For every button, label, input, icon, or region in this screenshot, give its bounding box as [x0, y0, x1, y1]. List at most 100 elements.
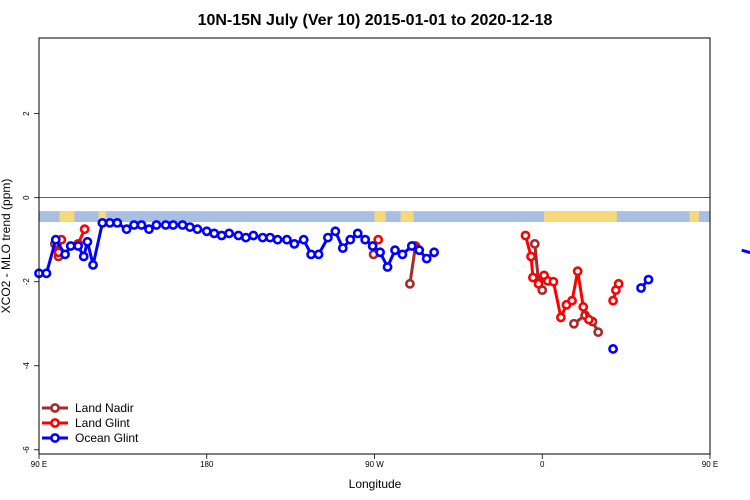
- ocean-glint-point: [367, 241, 378, 251]
- ocean-glint-point: [65, 241, 76, 251]
- ocean-glint-point: [129, 220, 139, 230]
- y-axis-label: XCO2 - MLO trend (ppm): [0, 179, 13, 314]
- y-tick-label: 0: [22, 195, 31, 200]
- ocean-glint-point: [60, 249, 70, 260]
- legend-swatch-marker: [50, 418, 60, 428]
- land-glint-point: [79, 224, 90, 235]
- y-tick-label: 2: [22, 111, 31, 116]
- legend-label: Ocean Glint: [75, 431, 139, 445]
- ocean-glint-point: [248, 230, 259, 241]
- x-axis-label: Longitude: [349, 477, 402, 491]
- ocean-glint-point: [608, 344, 618, 354]
- legend-label: Land Glint: [75, 416, 130, 430]
- land-glint-point: [520, 230, 531, 241]
- ocean-glint-point: [337, 243, 348, 254]
- x-tick-label: 90 E: [702, 460, 718, 469]
- land-glint-point: [583, 314, 594, 325]
- land-band-segment: [544, 211, 617, 223]
- legend-item-land-glint: Land Glint: [42, 416, 130, 430]
- land-glint-point: [526, 251, 536, 262]
- land-glint-point: [548, 276, 559, 287]
- ocean-glint-point: [216, 230, 227, 241]
- ocean-glint-point: [97, 217, 108, 228]
- ocean-glint-point: [151, 220, 162, 230]
- ocean-glint-point: [289, 238, 300, 249]
- ocean-glint-point: [281, 234, 292, 245]
- land-glint-series: [53, 224, 624, 325]
- ocean-glint-point: [144, 224, 154, 235]
- ocean-glint-point: [298, 234, 309, 245]
- land-glint-point: [533, 278, 544, 289]
- x-tick-label: 90 E: [31, 460, 47, 469]
- land-nadir-point: [405, 278, 415, 289]
- ocean-glint-point: [421, 253, 432, 264]
- ocean-glint-point: [41, 268, 52, 279]
- ocean-glint-series: [34, 217, 750, 354]
- ocean-glint-point: [265, 232, 276, 243]
- land-band-segment: [400, 211, 414, 223]
- ocean-glint-point: [375, 247, 385, 258]
- ocean-glint-point: [306, 249, 317, 260]
- x-tick-label: 90 W: [365, 460, 384, 469]
- ocean-glint-point: [104, 217, 115, 228]
- y-tick-label: -6: [22, 446, 31, 454]
- land-glint-point: [613, 278, 624, 289]
- land-glint-point: [608, 295, 618, 306]
- ocean-glint-point: [390, 245, 400, 256]
- ocean-glint-point: [177, 220, 188, 230]
- ocean-glint-line: [741, 248, 750, 255]
- ocean-glint-point: [636, 283, 646, 293]
- ocean-glint-point: [257, 232, 268, 243]
- land-nadir-line: [408, 245, 417, 285]
- ocean-glint-point: [209, 228, 220, 239]
- ocean-glint-point: [330, 226, 341, 237]
- ocean-glint-point: [224, 228, 235, 239]
- ocean-glint-point: [121, 224, 132, 235]
- ocean-glint-point: [414, 245, 425, 256]
- plot-series: [34, 217, 750, 354]
- land-nadir-point: [569, 318, 579, 329]
- land-glint-point: [555, 312, 566, 323]
- ocean-glint-point: [168, 220, 179, 230]
- x-tick-label: 0: [540, 460, 545, 469]
- ocean-glint-point: [643, 274, 654, 285]
- land-glint-point: [373, 234, 384, 245]
- x-tick-label: 180: [200, 460, 214, 469]
- land-nadir-point: [593, 327, 604, 338]
- ocean-glint-point: [240, 232, 251, 243]
- y-tick-label: -4: [22, 362, 31, 370]
- land-band-segment: [689, 211, 699, 223]
- legend-item-land-nadir: Land Nadir: [42, 401, 134, 415]
- ocean-glint-point: [352, 228, 363, 239]
- legend-swatch-marker: [50, 403, 60, 413]
- ocean-glint-point: [88, 260, 98, 270]
- land-nadir-point: [529, 238, 540, 249]
- ocean-glint-point: [345, 234, 356, 245]
- ocean-glint-point: [233, 230, 244, 241]
- ocean-glint-point: [185, 222, 195, 232]
- ocean-glint-point: [192, 224, 203, 235]
- ocean-glint-point: [82, 236, 93, 247]
- ocean-glint-point: [136, 220, 147, 230]
- ocean-glint-point: [323, 232, 333, 243]
- land-glint-point: [567, 295, 577, 306]
- land-band-segment: [59, 211, 75, 223]
- ocean-glint-point: [160, 220, 171, 230]
- land-sea-band: [39, 211, 710, 223]
- ocean-glint-point: [382, 262, 393, 272]
- ocean-glint-point: [429, 247, 440, 258]
- ocean-glint-point: [50, 234, 61, 245]
- y-axis: 2 0 -2 -4 -6: [22, 111, 39, 453]
- legend-swatch-marker: [50, 433, 60, 443]
- legend-label: Land Nadir: [75, 401, 134, 415]
- ocean-glint-point: [272, 234, 283, 245]
- ocean-glint-point: [360, 234, 371, 245]
- ocean-glint-point: [201, 226, 212, 237]
- land-glint-point: [572, 266, 583, 277]
- land-glint-point: [528, 272, 538, 283]
- y-tick-label: -2: [22, 278, 31, 286]
- x-axis: 90 E 180 90 W 0 90 E: [31, 454, 718, 469]
- land-band-segment: [98, 211, 107, 223]
